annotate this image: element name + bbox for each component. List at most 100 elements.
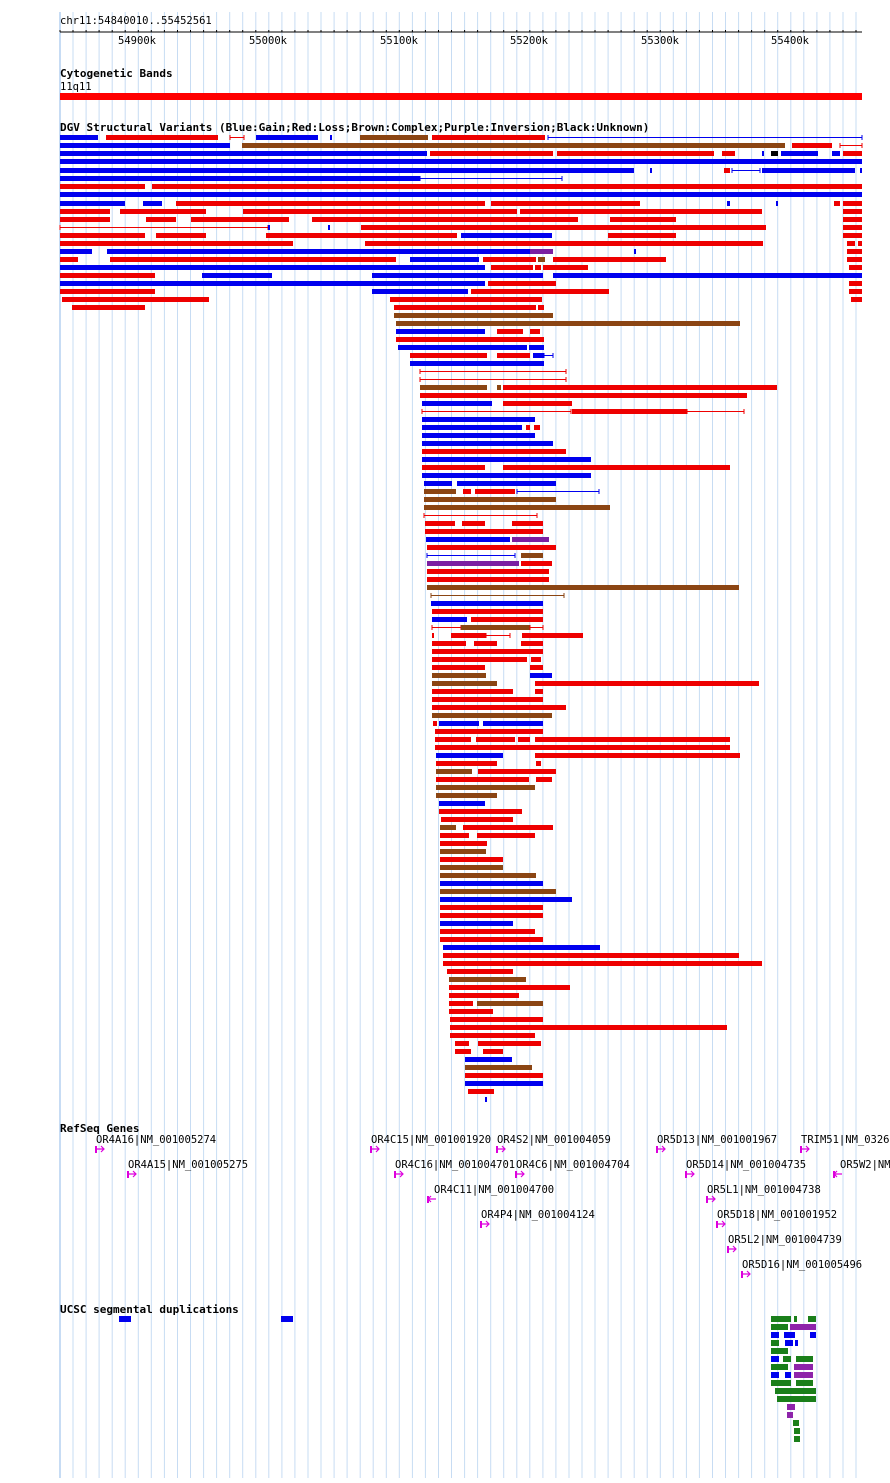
dgv-variant-loss[interactable] <box>443 961 762 966</box>
dgv-variant-loss[interactable] <box>534 425 540 430</box>
dgv-variant-loss[interactable] <box>724 168 730 173</box>
dgv-variant-loss[interactable] <box>427 577 549 582</box>
dgv-variant-loss[interactable] <box>447 969 513 974</box>
dgv-variant-loss[interactable] <box>488 281 556 286</box>
dgv-variant-gain[interactable] <box>553 273 862 278</box>
dgv-variant-loss[interactable] <box>432 641 466 646</box>
dgv-variant-loss[interactable] <box>432 609 543 614</box>
dgv-variant-loss[interactable] <box>471 617 543 622</box>
gene-label[interactable]: OR5D18|NM_001001952 <box>717 1209 837 1221</box>
dgv-variant-loss[interactable] <box>439 809 522 814</box>
dgv-variant-gain[interactable] <box>762 151 764 156</box>
segdup-feature-purple[interactable] <box>787 1404 795 1410</box>
segdup-feature-blue[interactable] <box>119 1316 131 1322</box>
segdup-feature-green[interactable] <box>796 1356 813 1362</box>
dgv-variant-loss[interactable] <box>427 545 556 550</box>
dgv-variant-loss[interactable] <box>503 385 777 390</box>
dgv-variant-loss[interactable] <box>849 289 862 294</box>
segdup-feature-green[interactable] <box>771 1340 779 1346</box>
dgv-variant-loss[interactable] <box>491 265 533 270</box>
segdup-feature-green[interactable] <box>783 1356 791 1362</box>
gene-label[interactable]: OR4P4|NM_001004124 <box>481 1209 595 1221</box>
dgv-variant-loss[interactable] <box>441 817 513 822</box>
dgv-variant-gain[interactable] <box>439 801 485 806</box>
dgv-variant-loss[interactable] <box>608 233 676 238</box>
dgv-variant-gain[interactable] <box>396 329 485 334</box>
dgv-variant-gain[interactable] <box>143 201 162 206</box>
dgv-variant-gain[interactable] <box>465 1057 512 1062</box>
dgv-variant-gain[interactable] <box>202 273 272 278</box>
segdup-feature-blue[interactable] <box>795 1340 798 1346</box>
segdup-feature-green[interactable] <box>793 1420 799 1426</box>
dgv-variant-loss[interactable] <box>152 184 862 189</box>
gene-label[interactable]: OR5L1|NM_001004738 <box>707 1184 821 1196</box>
dgv-variant-gain[interactable] <box>426 537 510 542</box>
dgv-variant-loss[interactable] <box>572 409 687 414</box>
segdup-feature-blue[interactable] <box>810 1332 816 1338</box>
dgv-variant-loss[interactable] <box>531 657 541 662</box>
dgv-variant-loss[interactable] <box>312 217 578 222</box>
dgv-variant-gain[interactable] <box>461 233 552 238</box>
dgv-variant-gain[interactable] <box>860 168 862 173</box>
dgv-variant-complex[interactable] <box>436 793 497 798</box>
dgv-variant-loss[interactable] <box>243 209 517 214</box>
dgv-variant-loss[interactable] <box>435 745 730 750</box>
dgv-variant-loss[interactable] <box>425 529 543 534</box>
dgv-variant-complex[interactable] <box>424 505 610 510</box>
dgv-variant-loss[interactable] <box>834 201 840 206</box>
dgv-variant-loss[interactable] <box>463 825 553 830</box>
dgv-variant-complex[interactable] <box>432 673 486 678</box>
dgv-variant-loss[interactable] <box>435 729 543 734</box>
dgv-variant-loss[interactable] <box>390 297 542 302</box>
dgv-variant-loss[interactable] <box>410 353 487 358</box>
dgv-variant-loss[interactable] <box>476 737 515 742</box>
dgv-variant-complex[interactable] <box>497 385 501 390</box>
dgv-variant-loss[interactable] <box>843 225 862 230</box>
dgv-variant-gain[interactable] <box>372 289 468 294</box>
dgv-variant-loss[interactable] <box>60 184 145 189</box>
dgv-variant-loss[interactable] <box>432 649 543 654</box>
dgv-variant-loss[interactable] <box>156 233 206 238</box>
dgv-variant-loss[interactable] <box>522 633 583 638</box>
dgv-variant-gain[interactable] <box>440 881 543 886</box>
dgv-variant-gain[interactable] <box>465 1081 543 1086</box>
dgv-variant-gain[interactable] <box>443 945 600 950</box>
segdup-feature-green[interactable] <box>796 1380 813 1386</box>
dgv-variant-complex[interactable] <box>440 825 456 830</box>
dgv-variant-loss[interactable] <box>503 401 572 406</box>
dgv-variant-loss[interactable] <box>535 681 759 686</box>
dgv-variant-loss[interactable] <box>849 281 862 286</box>
dgv-variant-loss[interactable] <box>432 705 566 710</box>
dgv-variant-gain[interactable] <box>422 417 535 422</box>
dgv-variant-gain[interactable] <box>422 425 522 430</box>
dgv-variant-gain[interactable] <box>60 192 862 197</box>
dgv-variant-gain[interactable] <box>60 176 420 181</box>
dgv-variant-gain[interactable] <box>330 135 332 140</box>
dgv-variant-loss[interactable] <box>536 761 541 766</box>
dgv-variant-loss[interactable] <box>843 233 862 238</box>
dgv-variant-loss[interactable] <box>146 217 176 222</box>
dgv-variant-gain[interactable] <box>422 441 553 446</box>
segdup-feature-green[interactable] <box>794 1436 800 1442</box>
segdup-feature-blue[interactable] <box>785 1340 793 1346</box>
gene-label[interactable]: OR4A15|NM_001005275 <box>128 1159 248 1171</box>
dgv-variant-loss[interactable] <box>440 929 535 934</box>
gene-label[interactable]: OR4C16|NM_001004701 <box>395 1159 515 1171</box>
dgv-variant-gain[interactable] <box>60 201 125 206</box>
dgv-variant-loss[interactable] <box>420 393 747 398</box>
dgv-variant-loss[interactable] <box>512 521 543 526</box>
dgv-variant-loss[interactable] <box>843 217 862 222</box>
segdup-feature-blue[interactable] <box>785 1372 791 1378</box>
dgv-variant-gain[interactable] <box>439 721 479 726</box>
dgv-variant-loss[interactable] <box>396 337 544 342</box>
dgv-variant-loss[interactable] <box>503 465 730 470</box>
dgv-variant-loss[interactable] <box>365 241 763 246</box>
dgv-variant-loss[interactable] <box>530 329 540 334</box>
dgv-variant-loss[interactable] <box>425 521 455 526</box>
dgv-variant-gain[interactable] <box>60 151 427 156</box>
dgv-variant-complex[interactable] <box>394 313 553 318</box>
dgv-variant-loss[interactable] <box>60 289 155 294</box>
dgv-variant-loss[interactable] <box>553 257 666 262</box>
dgv-variant-complex[interactable] <box>424 489 456 494</box>
segdup-feature-green[interactable] <box>771 1316 791 1322</box>
